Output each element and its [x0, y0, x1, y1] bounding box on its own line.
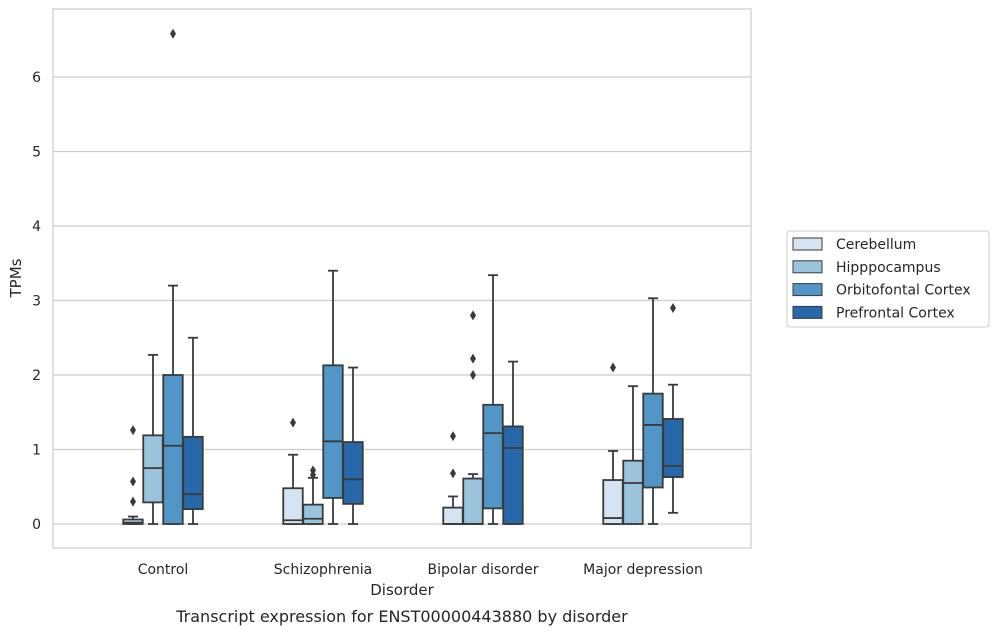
- outlier-point: [130, 425, 136, 436]
- x-tick-labels: Control Schizophrenia Bipolar disorder Majo…: [138, 562, 703, 578]
- box-cerebellum: [122, 425, 144, 525]
- box-orbitofontal-cortex: [482, 274, 504, 525]
- x-tick-label: Major depression: [583, 562, 703, 578]
- y-tick-label: 2: [32, 368, 41, 384]
- outlier-point: [310, 465, 316, 476]
- outlier-point: [470, 353, 476, 364]
- box-hipppocampus: [622, 385, 644, 525]
- outlier-point: [130, 496, 136, 507]
- box-prefrontal-cortex: [182, 336, 204, 525]
- outlier-point: [470, 370, 476, 380]
- box-orbitofontal-cortex: [642, 297, 664, 525]
- box-body: [162, 374, 184, 525]
- box-body: [642, 392, 664, 489]
- x-axis-label: Disorder: [370, 581, 434, 599]
- box-prefrontal-cortex: [662, 302, 684, 514]
- y-tick-labels: 0 1 2 3 4 5 6: [32, 70, 41, 533]
- x-tick-label: Schizophrenia: [274, 562, 372, 578]
- x-tick-label: Control: [138, 562, 189, 578]
- y-tick-label: 1: [32, 443, 41, 459]
- box-body: [342, 441, 364, 505]
- outlier-point: [610, 362, 616, 373]
- box-body: [462, 477, 484, 525]
- box-cerebellum: [282, 417, 304, 525]
- y-tick-label: 6: [32, 70, 41, 86]
- box-body: [442, 506, 464, 525]
- box-hipppocampus: [302, 465, 324, 525]
- box-body: [622, 459, 644, 525]
- legend-swatch: [792, 237, 823, 251]
- legend-label: Cerebellum: [836, 237, 916, 253]
- y-axis-label: TPMs: [7, 258, 25, 298]
- legend-swatch: [792, 283, 823, 297]
- box-hipppocampus: [462, 310, 484, 525]
- box-body: [302, 503, 324, 525]
- outlier-point: [670, 302, 676, 313]
- legend-label: Hipppocampus: [836, 260, 941, 276]
- outlier-point: [170, 28, 176, 39]
- legend-label: Orbitofontal Cortex: [836, 283, 971, 299]
- legend-swatch: [792, 305, 823, 319]
- box-cerebellum: [602, 362, 624, 525]
- outlier-point: [470, 310, 476, 321]
- box-cerebellum: [442, 431, 464, 525]
- box-body: [662, 418, 684, 478]
- box-body: [322, 364, 344, 499]
- outlier-point: [130, 476, 136, 487]
- y-tick-label: 4: [32, 219, 41, 235]
- outlier-point: [450, 468, 456, 479]
- box-orbitofontal-cortex: [162, 28, 184, 525]
- box-body: [182, 435, 204, 510]
- legend-swatch: [792, 260, 823, 274]
- x-tick-label: Bipolar disorder: [427, 562, 538, 578]
- box-hipppocampus: [142, 353, 164, 525]
- legend-frame: [786, 230, 990, 328]
- legend-label: Prefrontal Cortex: [836, 305, 955, 321]
- legend: Cerebellum Hipppocampus Orbitofontal Corte…: [786, 230, 990, 328]
- y-tick-label: 5: [32, 145, 41, 161]
- box-prefrontal-cortex: [342, 366, 364, 525]
- box-body: [282, 487, 304, 525]
- box-prefrontal-cortex: [502, 360, 524, 525]
- box-body: [502, 425, 524, 525]
- outlier-point: [290, 417, 296, 428]
- y-tick-label: 3: [32, 294, 41, 310]
- boxes: [122, 28, 684, 525]
- chart-caption: Transcript expression for ENST0000044388…: [175, 607, 628, 626]
- y-tick-label: 0: [32, 517, 41, 533]
- plot-frame: [52, 8, 752, 549]
- box-orbitofontal-cortex: [322, 269, 344, 525]
- outlier-point: [450, 431, 456, 442]
- box-body: [482, 403, 504, 510]
